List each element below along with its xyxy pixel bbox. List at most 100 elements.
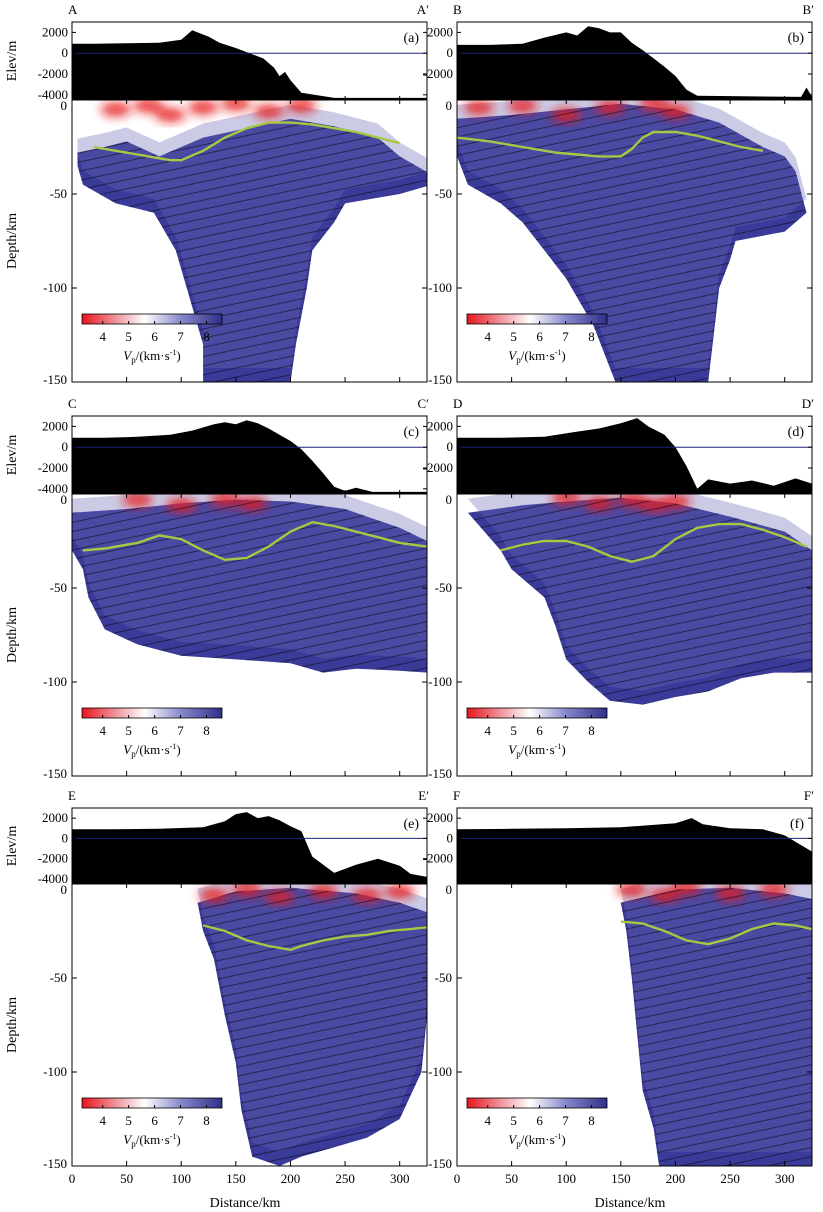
depth-section (467, 494, 812, 705)
elevation-axis-label: Elev/m (5, 826, 20, 867)
colorbar-tick-label: 4 (99, 1113, 106, 1128)
low-velocity-anomalies (100, 100, 317, 123)
profile-start-label: E (68, 788, 76, 803)
anisotropy-fabric (467, 497, 812, 705)
colorbar-label-part: V (508, 348, 518, 363)
depth-tick-label: -100 (428, 1064, 452, 1079)
colorbar-tick-label: 5 (125, 723, 132, 738)
profile-end-label: E′ (418, 788, 429, 803)
depth-tick-label: -100 (43, 280, 67, 295)
low-velocity-patch (220, 100, 251, 111)
topography-profile (72, 812, 427, 884)
elev-tick-label: -2000 (38, 851, 68, 866)
colorbar-label: Vp/(km·s-1) (508, 1132, 565, 1149)
elev-tick-label: 0 (62, 830, 69, 845)
colorbar-tick-label: 6 (536, 723, 543, 738)
elev-tick-label: -4000 (38, 481, 68, 496)
profile-start-label: A (68, 2, 78, 17)
depth-axis-label: Depth/km (5, 997, 20, 1053)
colorbar-tick-label: 4 (99, 329, 106, 344)
topography-profile (457, 26, 812, 101)
elev-tick-label: 2000 (42, 418, 68, 433)
colorbar-label-part: V (508, 742, 518, 757)
elev-tick-label: -2000 (38, 460, 68, 475)
colorbar-label: Vp/(km·s-1) (508, 742, 565, 759)
moho-line (93, 121, 400, 162)
panel-a: A A′(a)20000-2000-40000-50-100-150Elev/mD… (5, 2, 429, 387)
colorbar (81, 313, 223, 325)
depth-frame (456, 99, 813, 383)
x-axis-label-left: Distance/km (210, 1196, 281, 1211)
topography-profile (72, 30, 427, 100)
depth-tick-label: -50 (435, 580, 452, 595)
anisotropy-fabric (457, 103, 807, 382)
colorbar-label-part: -1 (170, 348, 177, 357)
colorbar-tick-label: 7 (562, 329, 569, 344)
colorbar-label-part: -1 (555, 348, 562, 357)
depth-tick-label: -100 (43, 674, 67, 689)
depth-tick-label: -150 (428, 1156, 452, 1171)
colorbar-tick-label: 8 (588, 1113, 595, 1128)
anisotropy-fabric (197, 887, 427, 1166)
colorbar-tick-label: 6 (151, 723, 158, 738)
colorbar-label-part: p (516, 1139, 521, 1149)
colorbar-tick-label: 6 (536, 329, 543, 344)
colorbar-tick-label: 6 (536, 1113, 543, 1128)
colorbar (466, 1097, 608, 1109)
profile-end-label: B′ (802, 2, 814, 17)
colorbar (81, 707, 223, 719)
colorbar-label-part: ) (176, 1132, 180, 1147)
depth-tick-label: -50 (50, 970, 67, 985)
colorbar-label: Vp/(km·s-1) (123, 1132, 180, 1149)
depth-tick-label: -100 (428, 674, 452, 689)
anisotropy-fabric (72, 499, 427, 673)
anisotropy-fabric (77, 118, 427, 382)
colorbar-label-part: -1 (555, 742, 562, 751)
x-tick-label: 50 (505, 1171, 518, 1186)
depth-tick-label: -150 (43, 766, 67, 781)
depth-tick-label: 0 (446, 492, 453, 507)
colorbar-label-part: V (123, 742, 133, 757)
profile-end-label: F′ (804, 788, 814, 803)
depth-tick-label: -50 (435, 970, 452, 985)
x-tick-label: 50 (120, 1171, 133, 1186)
low-velocity-patch (507, 100, 538, 113)
colorbar (81, 1097, 223, 1109)
colorbar-tick-label: 5 (510, 329, 517, 344)
topography-profile (72, 420, 427, 494)
low-velocity-patch (122, 494, 153, 507)
elev-tick-label: 2000 (42, 24, 68, 39)
depth-section (72, 494, 427, 673)
topography-profile (457, 818, 812, 884)
colorbar-label-part: V (123, 1132, 133, 1147)
panel-d: D D′ (d) 2000 0 -2000 0 -50 -100 -150 4 5 6 7 8 Vp/(km·… (423, 396, 814, 781)
low-velocity-patch (100, 102, 131, 117)
colorbar-tick-label: 4 (484, 723, 491, 738)
colorbar-tick-label: 4 (484, 329, 491, 344)
depth-tick-label: -50 (50, 186, 67, 201)
low-velocity-patch (155, 108, 186, 123)
colorbar-label-part: p (131, 355, 136, 365)
topography-profile (457, 418, 812, 494)
panel-tag: (b) (788, 31, 805, 46)
depth-frame (71, 493, 428, 777)
elev-tick-label: 0 (447, 439, 454, 454)
colorbar-label: Vp/(km·s-1) (508, 348, 565, 365)
colorbar-tick-label: 7 (177, 1113, 184, 1128)
colorbar-tick-label: 5 (125, 1113, 132, 1128)
depth-tick-label: -150 (43, 1156, 67, 1171)
depth-axis-label: Depth/km (5, 213, 20, 269)
depth-section (616, 884, 812, 1166)
colorbar-label-part: /(km·s (136, 348, 170, 363)
depth-frame (71, 99, 428, 383)
depth-tick-label: -150 (428, 766, 452, 781)
depth-frame (71, 883, 428, 1167)
moho-line (202, 924, 427, 952)
colorbar-label-part: p (516, 749, 521, 759)
x-tick-label: 250 (335, 1171, 355, 1186)
elev-tick-label: 0 (62, 439, 69, 454)
colorbar-label-part: -1 (555, 1132, 562, 1141)
elev-tick-label: 0 (447, 830, 454, 845)
moho-line (82, 520, 427, 562)
